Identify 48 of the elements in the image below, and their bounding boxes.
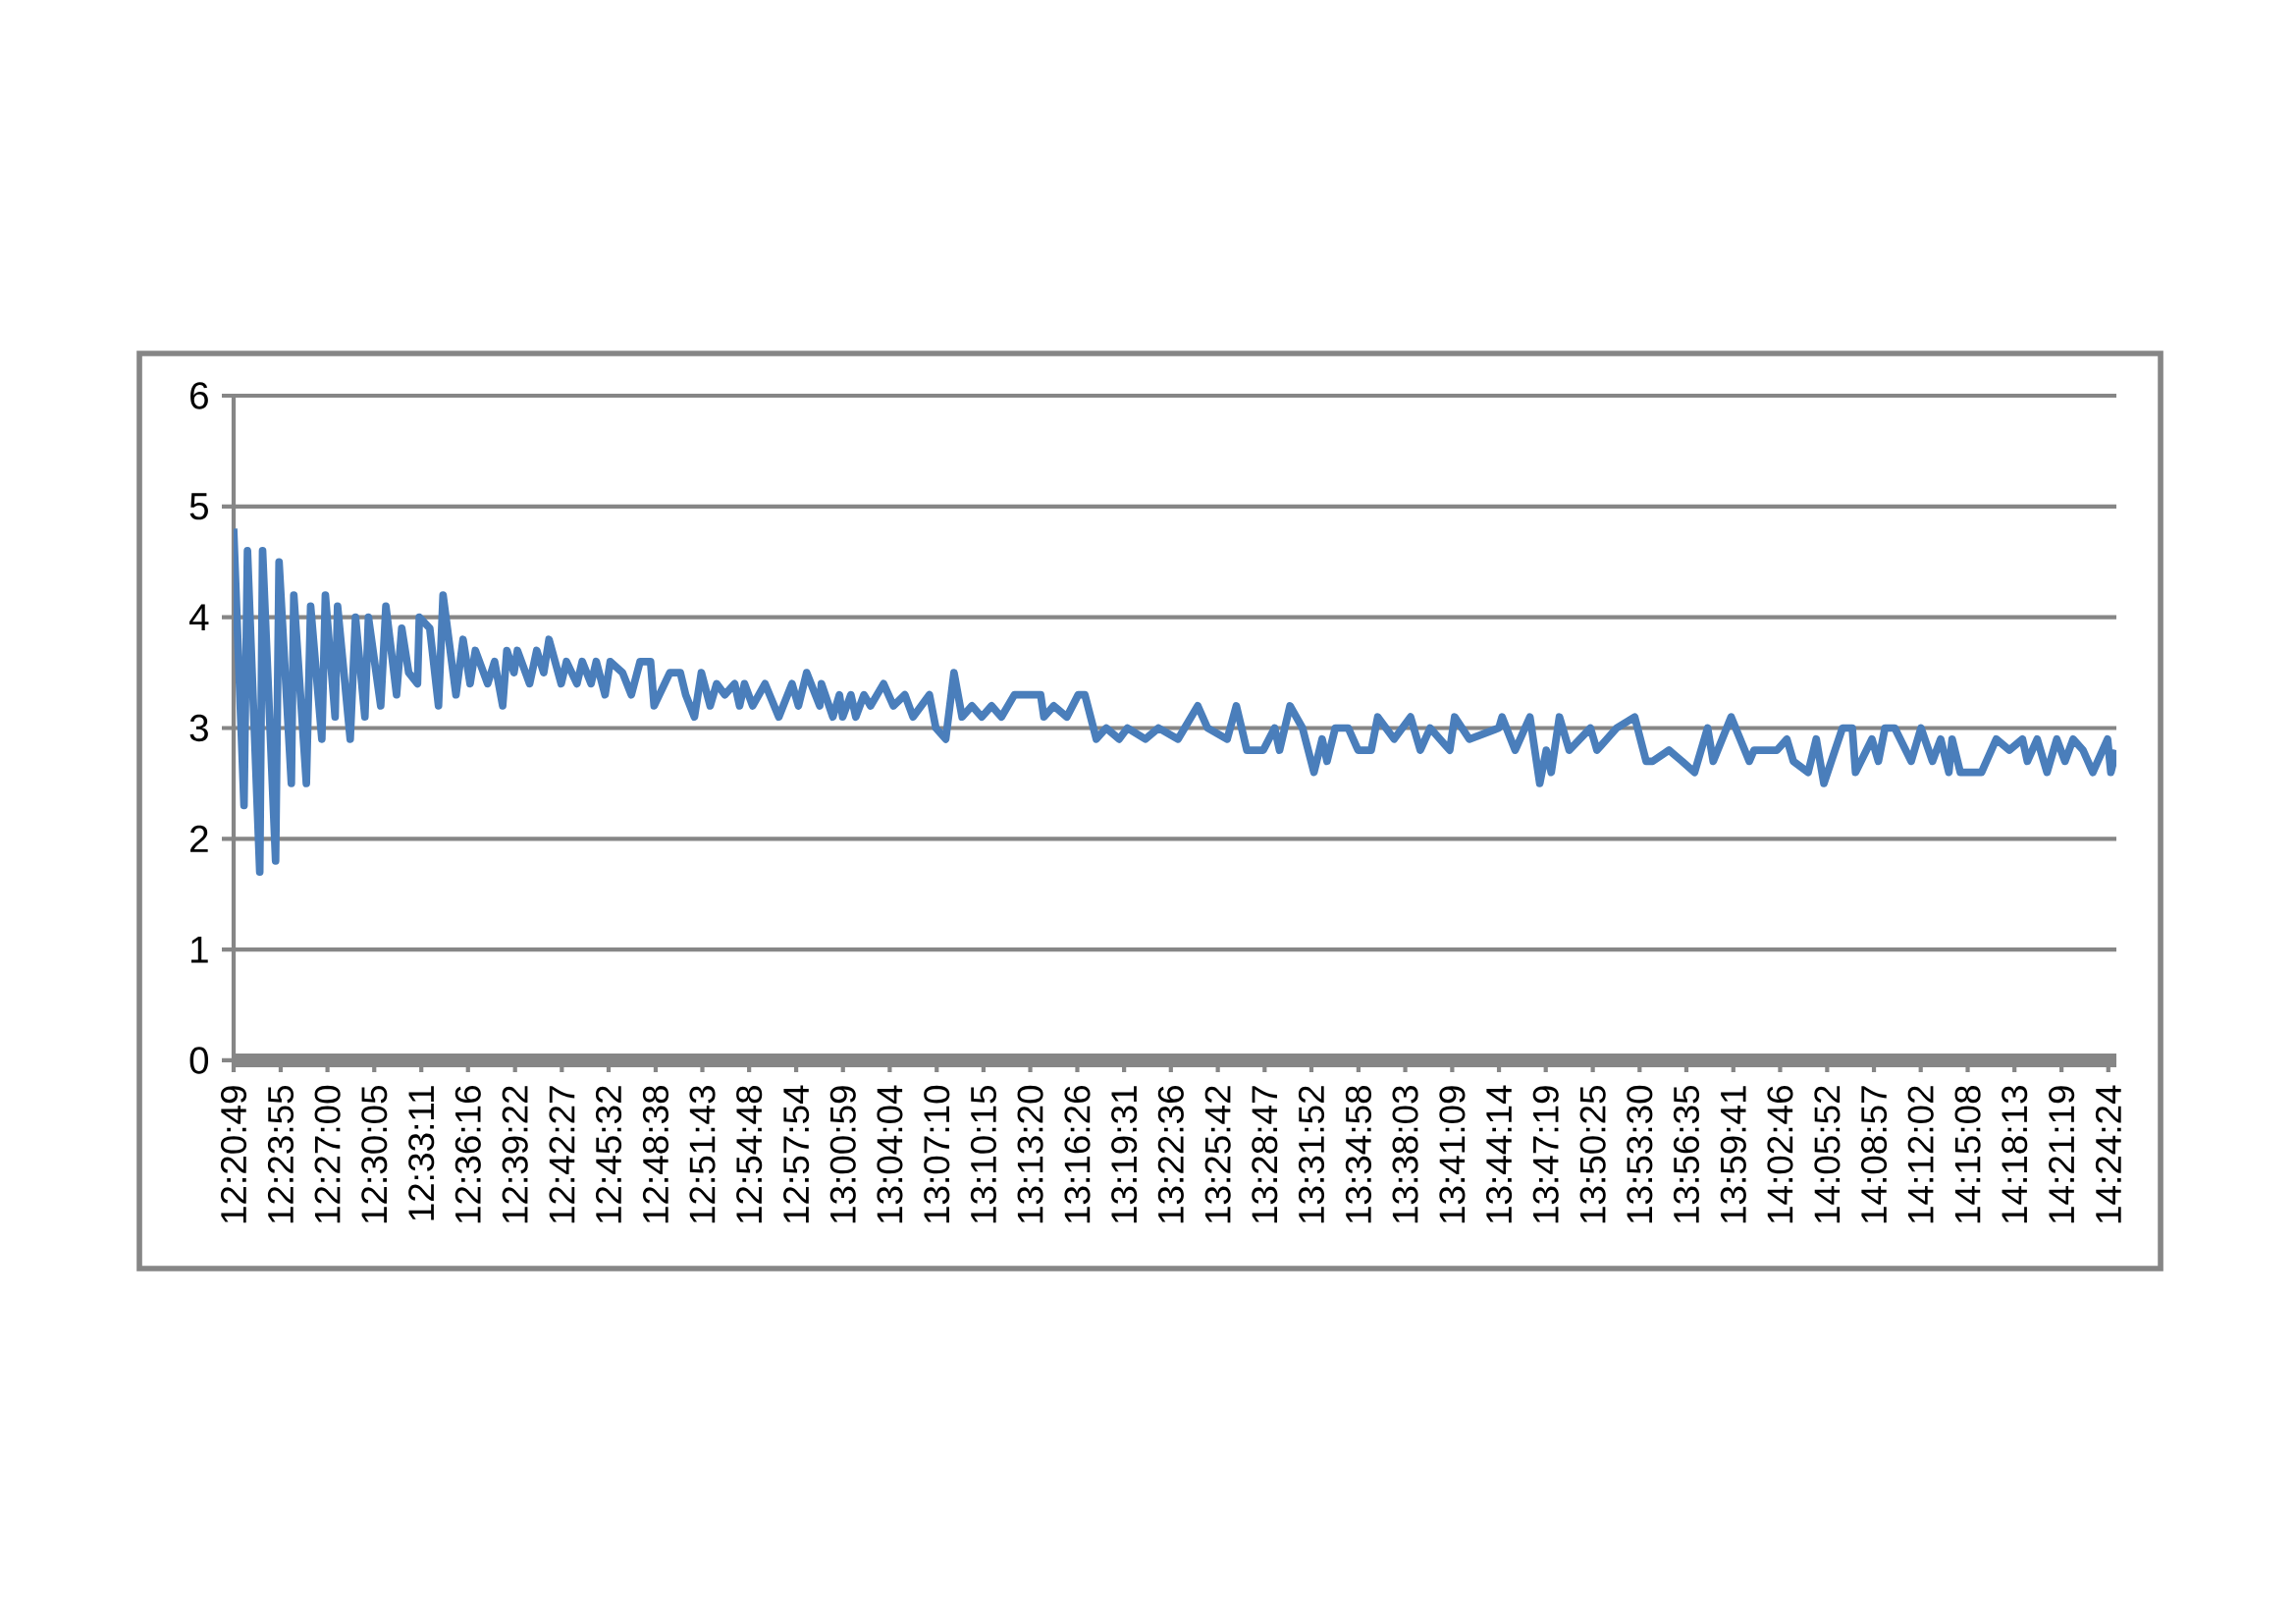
x-tick-label: 12:23:55 — [267, 1085, 294, 1223]
x-tick-label: 13:07:10 — [924, 1085, 950, 1223]
y-tick-label: 5 — [189, 493, 208, 520]
x-tick-label: 13:47:19 — [1532, 1086, 1559, 1223]
x-tick-label: 13:13:20 — [1017, 1085, 1043, 1223]
x-tick-label: 12:30:05 — [361, 1085, 388, 1223]
x-tick-label: 14:02:46 — [1767, 1086, 1793, 1223]
x-tick-label: 14:24:24 — [2095, 1085, 2121, 1223]
x-tick-label: 13:19:31 — [1111, 1086, 1138, 1223]
x-tick-label: 13:38:03 — [1392, 1086, 1418, 1223]
x-tick-label: 12:39:22 — [502, 1086, 528, 1223]
x-tick-label: 12:48:38 — [642, 1086, 669, 1223]
x-tick-label: 14:12:02 — [1907, 1086, 1934, 1223]
x-tick-label: 13:56:35 — [1673, 1085, 1700, 1223]
y-tick-label: 2 — [190, 825, 208, 852]
x-tick-label: 14:05:52 — [1814, 1086, 1841, 1223]
x-tick-label: 13:41:09 — [1439, 1086, 1466, 1223]
x-tick-label: 12:51:43 — [689, 1086, 716, 1223]
x-tick-label: 13:59:41 — [1720, 1086, 1746, 1223]
x-tick-label: 13:10:15 — [970, 1085, 996, 1223]
x-tick-label: 12:33:11 — [408, 1086, 435, 1220]
x-tick-label: 14:15:08 — [1954, 1086, 1981, 1223]
x-tick-label: 13:25:42 — [1204, 1086, 1231, 1223]
y-tick-label: 3 — [189, 714, 208, 742]
x-tick-label: 12:54:48 — [736, 1086, 763, 1223]
x-tick-label: 12:45:32 — [595, 1086, 622, 1223]
x-tick-label: 13:16:26 — [1064, 1086, 1091, 1223]
x-tick-label: 12:27:00 — [314, 1085, 341, 1223]
x-tick-label: 12:36:16 — [454, 1086, 481, 1223]
x-tick-label: 13:53:30 — [1627, 1085, 1653, 1223]
x-tick-label: 13:22:36 — [1157, 1086, 1184, 1223]
x-tick-label: 13:50:25 — [1579, 1085, 1606, 1223]
x-tick-label: 12:57:54 — [783, 1085, 810, 1223]
x-tick-label: 12:20:49 — [220, 1086, 247, 1223]
x-tick-label: 14:21:19 — [2049, 1086, 2075, 1223]
x-tick-label: 13:00:59 — [829, 1086, 856, 1223]
x-tick-label: 13:44:14 — [1486, 1085, 1513, 1223]
y-tick-label: 0 — [189, 1047, 209, 1074]
x-tick-label: 14:08:57 — [1861, 1086, 1888, 1223]
y-tick-label: 4 — [188, 604, 209, 630]
x-tick-label: 13:28:47 — [1252, 1086, 1278, 1223]
x-tick-label: 12:42:27 — [549, 1086, 575, 1223]
y-tick-label: 6 — [190, 382, 208, 409]
x-tick-label: 13:34:58 — [1345, 1086, 1371, 1223]
x-tick-label: 14:18:13 — [2002, 1086, 2028, 1223]
x-tick-label: 13:31:52 — [1298, 1086, 1325, 1223]
y-tick-label: 1 — [191, 936, 208, 963]
x-tick-label: 13:04:04 — [877, 1085, 903, 1223]
